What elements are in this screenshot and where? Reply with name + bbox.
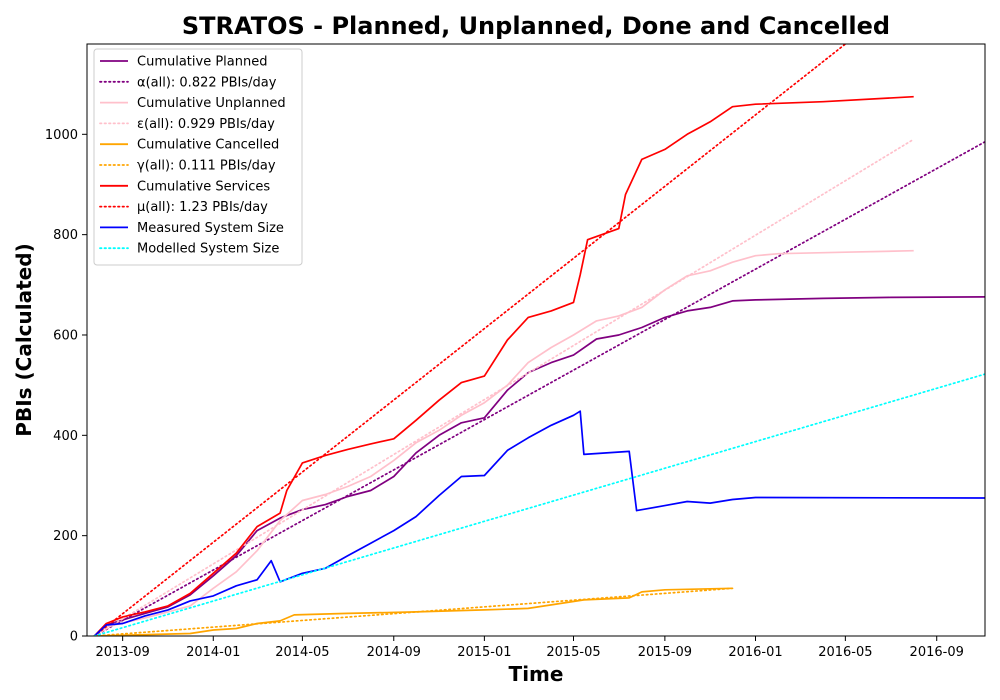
x-tick-label: 2015-01 — [457, 645, 511, 660]
y-axis-label: PBIs (Calculated) — [12, 243, 36, 436]
x-axis-label: Time — [509, 662, 564, 686]
y-tick-label: 1000 — [45, 128, 78, 143]
x-tick-label: 2016-05 — [818, 645, 872, 660]
legend-label: ε(all): 0.929 PBIs/day — [137, 117, 275, 132]
legend-item-cumulative-cancelled: Cumulative Cancelled — [100, 138, 279, 153]
legend-item-all-0-929-pbis-day: ε(all): 0.929 PBIs/day — [99, 117, 275, 132]
y-tick-label: 800 — [53, 228, 78, 243]
series-line-3 — [93, 138, 915, 636]
legend-item-modelled-system-size: Modelled System Size — [99, 242, 279, 257]
series-line-9 — [93, 373, 985, 636]
y-tick-label: 0 — [70, 630, 78, 645]
legend-label: Cumulative Services — [137, 179, 270, 194]
x-tick-label: 2016-09 — [910, 645, 964, 660]
y-axis: 0 200 400 600 800 1000 — [45, 128, 87, 645]
x-axis: 2013-09 2014-01 2014-05 2014-09 2015-01 2015-… — [95, 636, 964, 660]
series-line-6 — [93, 95, 914, 636]
series-line-5 — [93, 587, 734, 636]
legend-box — [93, 48, 303, 266]
series-line-8 — [93, 410, 985, 636]
legend-item-cumulative-services: Cumulative Services — [100, 179, 270, 194]
y-tick-label: 600 — [53, 328, 78, 343]
legend-label: Measured System Size — [137, 221, 284, 236]
legend-item-all-1-23-pbis-day: μ(all): 1.23 PBIs/day — [99, 200, 268, 215]
legend-label: μ(all): 1.23 PBIs/day — [137, 200, 268, 215]
legend-label: α(all): 0.822 PBIs/day — [137, 75, 277, 90]
x-tick-label: 2016-01 — [728, 645, 782, 660]
x-tick-label: 2013-09 — [95, 645, 149, 660]
x-tick-label: 2014-01 — [186, 645, 240, 660]
legend-item-cumulative-planned: Cumulative Planned — [100, 55, 267, 70]
y-tick-label: 200 — [53, 529, 78, 544]
x-tick-label: 2015-05 — [546, 645, 600, 660]
legend-item-all-0-822-pbis-day: α(all): 0.822 PBIs/day — [99, 75, 277, 90]
legend-label: γ(all): 0.111 PBIs/day — [137, 159, 276, 174]
plot-frame — [86, 43, 986, 637]
x-tick-label: 2014-09 — [367, 645, 421, 660]
plot-series — [93, 44, 985, 636]
series-line-1 — [93, 140, 985, 636]
legend-item-cumulative-unplanned: Cumulative Unplanned — [100, 96, 286, 111]
series-line-2 — [93, 249, 914, 636]
legend-item-measured-system-size: Measured System Size — [100, 221, 284, 236]
x-tick-label: 2014-05 — [275, 645, 329, 660]
legend-label: Modelled System Size — [137, 242, 279, 257]
chart-title: STRATOS - Planned, Unplanned, Done and C… — [182, 12, 890, 40]
y-tick-label: 400 — [53, 429, 78, 444]
x-tick-label: 2015-09 — [638, 645, 692, 660]
legend-label: Cumulative Planned — [137, 55, 267, 70]
series-line-7 — [93, 44, 847, 636]
legend-label: Cumulative Unplanned — [137, 96, 286, 111]
legend: Cumulative Planned α(all): 0.822 PBIs/day… — [93, 48, 303, 266]
legend-label: Cumulative Cancelled — [137, 138, 279, 153]
legend-item-all-0-111-pbis-day: γ(all): 0.111 PBIs/day — [99, 159, 276, 174]
series-line-0 — [93, 296, 985, 636]
